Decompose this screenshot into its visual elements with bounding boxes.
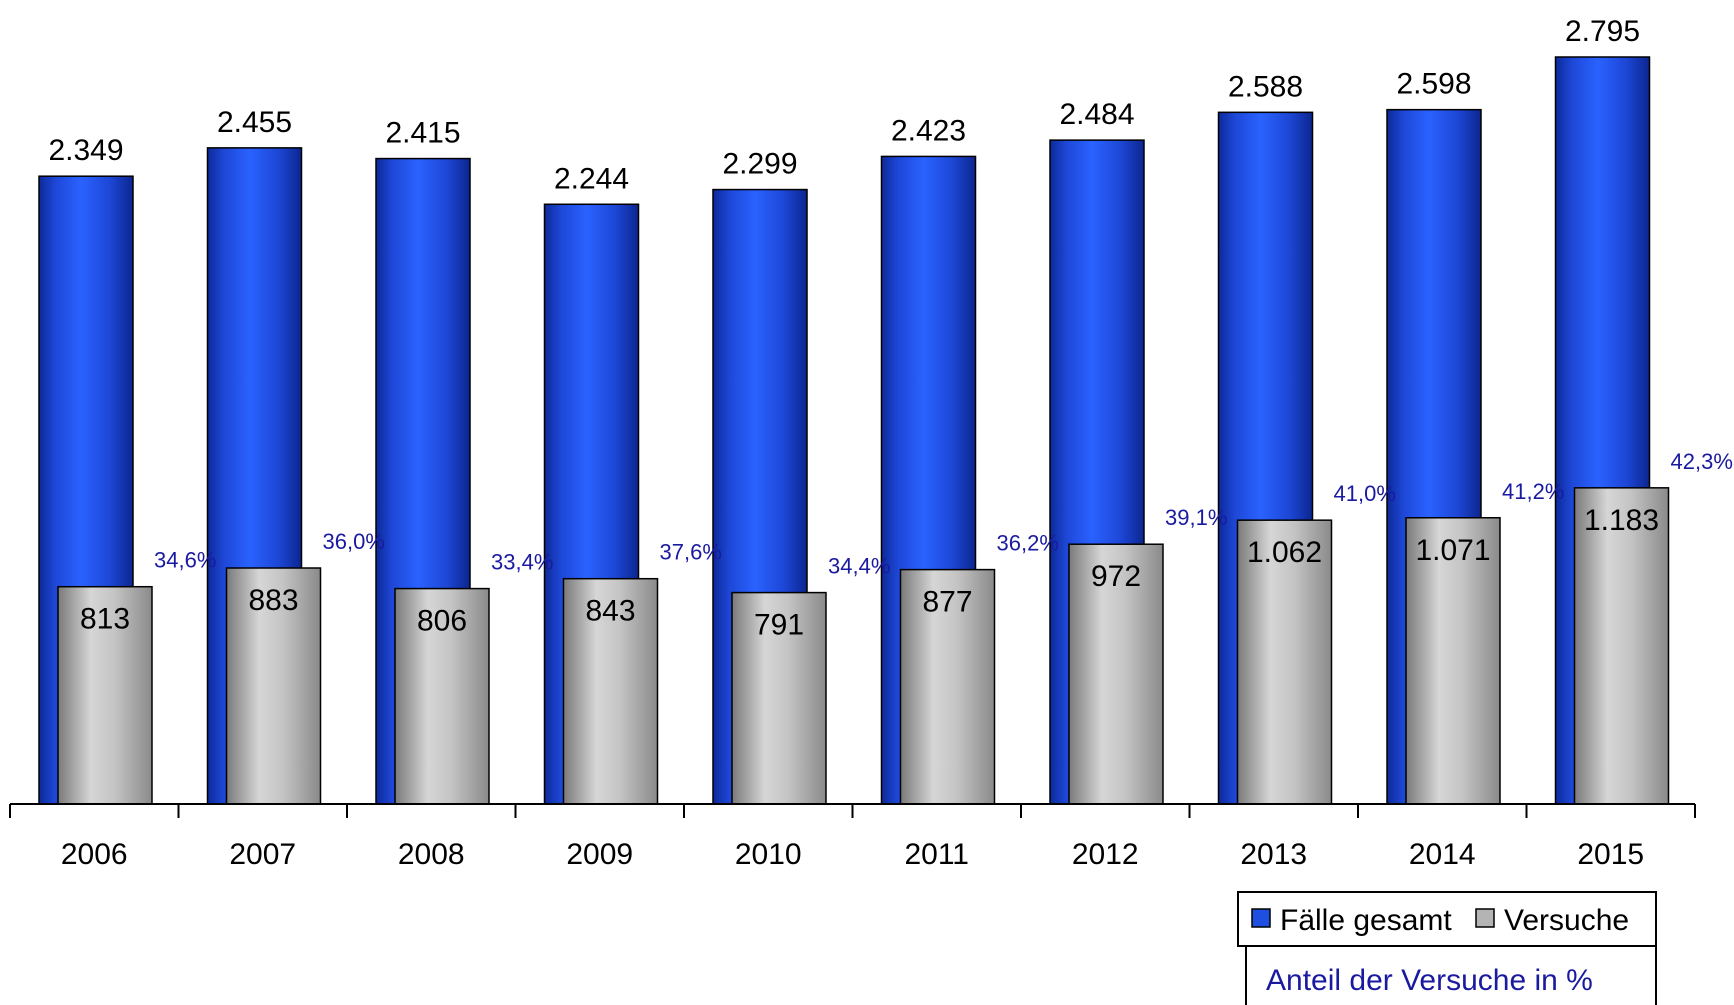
label-faelle-gesamt-2010: 2.299 bbox=[722, 148, 797, 181]
series-versuche bbox=[57, 487, 1670, 805]
bar-versuche-2011 bbox=[899, 568, 996, 805]
bar-versuche-2008 bbox=[394, 587, 490, 805]
legend-swatch-faelle-gesamt bbox=[1251, 908, 1271, 928]
legend-box bbox=[1237, 891, 1657, 947]
label-faelle-gesamt-2007: 2.455 bbox=[217, 106, 292, 139]
share-legend-box bbox=[1245, 945, 1657, 1005]
legend-label-faelle-gesamt: Fälle gesamt bbox=[1280, 904, 1452, 937]
share-legend-label: Anteil der Versuche in % bbox=[1266, 964, 1593, 997]
bar-versuche-2013 bbox=[1236, 519, 1333, 805]
label-anteil-2007: 36,0% bbox=[323, 529, 385, 554]
label-versuche-2008: 806 bbox=[417, 605, 467, 638]
legend-label-versuche: Versuche bbox=[1504, 904, 1629, 937]
bar-versuche-2010 bbox=[731, 591, 827, 805]
label-versuche-2009: 843 bbox=[585, 595, 635, 628]
tick-label-2013: 2013 bbox=[1240, 838, 1307, 871]
label-versuche-2011: 877 bbox=[922, 586, 972, 619]
label-faelle-gesamt-2015: 2.795 bbox=[1565, 15, 1640, 48]
x-axis: 2006 2007 2008 2009 2010 2011 2012 2013 2014 2015 bbox=[9, 803, 1696, 871]
legend-swatch-versuche bbox=[1475, 908, 1495, 928]
tick-label-2009: 2009 bbox=[566, 838, 633, 871]
label-faelle-gesamt-2014: 2.598 bbox=[1396, 68, 1471, 101]
label-anteil-2011: 36,2% bbox=[997, 531, 1059, 556]
legend: Fälle gesamt Versuche bbox=[1237, 891, 1657, 947]
bar-versuche-2007 bbox=[225, 567, 322, 805]
tick-label-2007: 2007 bbox=[229, 838, 296, 871]
label-versuche-2006: 813 bbox=[80, 603, 130, 636]
bar-versuche-2012 bbox=[1068, 543, 1164, 805]
label-faelle-gesamt-2006: 2.349 bbox=[48, 134, 123, 167]
label-versuche-2010: 791 bbox=[754, 609, 804, 642]
bar-versuche-2009 bbox=[562, 577, 659, 805]
label-versuche-2012: 972 bbox=[1091, 560, 1141, 593]
bar-versuche-2014 bbox=[1405, 517, 1501, 805]
tick-label-2011: 2011 bbox=[904, 838, 969, 871]
label-faelle-gesamt-2013: 2.588 bbox=[1228, 70, 1303, 103]
share-legend: Anteil der Versuche in % bbox=[1245, 945, 1657, 1005]
label-anteil-2008: 33,4% bbox=[491, 550, 553, 575]
tick-label-2015: 2015 bbox=[1577, 838, 1644, 871]
label-versuche-2013: 1.062 bbox=[1247, 536, 1322, 569]
tick-label-2010: 2010 bbox=[735, 838, 802, 871]
label-faelle-gesamt-2012: 2.484 bbox=[1059, 98, 1134, 131]
label-anteil-2006: 34,6% bbox=[154, 548, 216, 573]
data-labels: 2.349 813 34,6% 2.455 883 36,0% 2.415 806 33,4% 2… bbox=[48, 15, 1732, 642]
label-faelle-gesamt-2009: 2.244 bbox=[554, 162, 629, 195]
tick-label-2014: 2014 bbox=[1409, 838, 1476, 871]
label-anteil-2015: 42,3% bbox=[1671, 449, 1733, 474]
label-faelle-gesamt-2008: 2.415 bbox=[385, 117, 460, 150]
bar-versuche-2015 bbox=[1573, 487, 1670, 805]
label-versuche-2007: 883 bbox=[248, 584, 298, 617]
tick-label-2006: 2006 bbox=[61, 838, 128, 871]
tick-label-2008: 2008 bbox=[398, 838, 465, 871]
label-faelle-gesamt-2011: 2.423 bbox=[891, 114, 966, 147]
label-anteil-2013: 41,0% bbox=[1334, 481, 1396, 506]
label-versuche-2015: 1.183 bbox=[1584, 504, 1659, 537]
label-anteil-2010: 34,4% bbox=[828, 554, 890, 579]
tick-label-2012: 2012 bbox=[1072, 838, 1139, 871]
bar-versuche-2006 bbox=[57, 585, 153, 805]
label-anteil-2014: 41,2% bbox=[1502, 479, 1564, 504]
label-anteil-2012: 39,1% bbox=[1165, 505, 1227, 530]
label-versuche-2014: 1.071 bbox=[1415, 534, 1490, 567]
label-anteil-2009: 37,6% bbox=[660, 540, 722, 565]
